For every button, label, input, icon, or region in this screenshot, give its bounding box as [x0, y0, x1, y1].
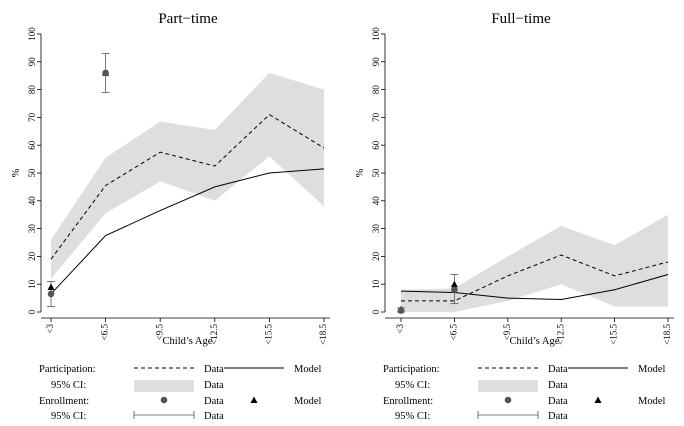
panel1-y-tick-label: 0: [27, 309, 37, 314]
panel1-legend-ci-data: Data: [204, 380, 224, 391]
panel2-x-tick-label: <12.5: [555, 324, 565, 345]
panel1-legend-enrollment-data-marker: [160, 396, 168, 404]
panel2-y-tick-label: 90: [371, 57, 381, 67]
panel2-participation-ci-band: [401, 214, 668, 312]
panel1-x-tick-label: <3: [45, 324, 55, 334]
panel1-y-tick-label: 60: [27, 140, 37, 150]
panel1-x-tick-label: <6.5: [100, 324, 110, 341]
panel1-y-tick-label: 90: [27, 57, 37, 67]
panel1-x-tick-label: <18.5: [318, 324, 328, 345]
panel2-legend-ci-band-swatch: [478, 380, 538, 392]
panel2-participation-data-line: [401, 254, 669, 302]
panel2-legend-enrollment-label: Enrollment:: [383, 396, 433, 407]
panel2-legend-enrollment-model-marker: [594, 396, 602, 403]
panel2-legend-participation-data: Data: [548, 364, 568, 375]
panel1-participation-model-line: [50, 168, 325, 295]
panel1-legend-participation-label: Participation:: [39, 364, 96, 375]
panel1-legend-enrollment-model: Model: [294, 396, 321, 407]
panel1-y-tick-label: 100: [27, 27, 37, 41]
panel1-legend-enrollment-model-marker: [250, 396, 258, 403]
panel1-y-tick-label: 10: [27, 279, 37, 289]
panel1-legend-enrollment-ci-label: 95% CI:: [51, 411, 86, 422]
panel2-title: Full−time: [491, 11, 551, 27]
panel1-x-axis-label: Child’s Age: [163, 336, 213, 347]
panel2-legend-enrollment-data-marker: [504, 396, 512, 404]
panel1-legend-participation-model: Model: [294, 364, 321, 375]
panel2-y-axis-label: %: [355, 168, 366, 177]
panel2-legend-ci-label: 95% CI:: [395, 380, 430, 391]
panel2-y-tick-label: 10: [371, 279, 381, 289]
panel1-x-tick-label: <12.5: [209, 324, 219, 345]
panel1-title: Part−time: [158, 11, 218, 27]
panel2-legend-enrollment-model: Model: [638, 396, 665, 407]
panel2-y-tick-label: 80: [371, 85, 381, 95]
panel2-x-tick-label: <3: [395, 324, 405, 334]
panel2-x-tick-label: <9.5: [502, 324, 512, 341]
panel2-y-tick-label: 0: [371, 309, 381, 314]
panel1-enrollment-model-marker: [47, 283, 55, 290]
panel1-enrollment-data-marker: [47, 290, 55, 298]
panel1-legend-ci-label: 95% CI:: [51, 380, 86, 391]
panel2-legend-enrollment-data: Data: [548, 396, 568, 407]
panel1-y-tick-label: 70: [27, 112, 37, 122]
panel2-legend-ci-data: Data: [548, 380, 568, 391]
panel1-x-tick-label: <9.5: [154, 324, 164, 341]
panel1-legend-enrollment-data: Data: [204, 396, 224, 407]
panel2-legend-participation-label: Participation:: [383, 364, 440, 375]
panel2-x-tick-label: <15.5: [609, 324, 619, 345]
panel1-y-tick-label: 50: [27, 168, 37, 178]
panel1-y-tick-label: 40: [27, 196, 37, 206]
panel1-legend-participation-data: Data: [204, 364, 224, 375]
panel2-participation-model-line: [400, 273, 669, 300]
panel2-y-tick-label: 60: [371, 140, 381, 150]
panel1-enrollment-data-marker: [102, 69, 109, 77]
panel1-legend-enrollment-ci-data: Data: [204, 411, 224, 422]
panel1-legend-ci-band-swatch: [134, 380, 194, 392]
panel2-y-tick-label: 20: [371, 251, 381, 261]
panel2-legend-participation-model: Model: [638, 364, 665, 375]
panel2-enrollment-data-marker: [397, 307, 405, 314]
panel2-x-tick-label: <18.5: [662, 324, 672, 345]
panel2-y-tick-label: 70: [371, 112, 381, 122]
panel2-x-tick-label: <6.5: [448, 324, 458, 341]
panel2-y-tick-label: 100: [371, 27, 381, 41]
panel1-x-tick-label: <15.5: [263, 324, 273, 345]
panel2-x-axis-label: Child’s Age: [510, 336, 560, 347]
panel1-legend-enrollment-label: Enrollment:: [39, 396, 89, 407]
panel2-enrollment-model-marker: [450, 280, 458, 288]
panel1-y-axis-label: %: [11, 168, 22, 177]
panel2-enrollment-data-marker: [451, 286, 458, 294]
panel1-y-tick-label: 80: [27, 85, 37, 95]
panel2-y-tick-label: 40: [371, 196, 381, 206]
panel1-participation-ci-band: [51, 72, 324, 279]
panel2-legend-enrollment-ci-data: Data: [548, 411, 568, 422]
panel1-y-tick-label: 30: [27, 224, 37, 234]
panel2-y-tick-label: 30: [371, 224, 381, 234]
panel2-y-tick-label: 50: [371, 168, 381, 178]
panel2-legend-enrollment-ci-label: 95% CI:: [395, 411, 430, 422]
panel1-participation-data-line: [50, 113, 325, 260]
panel1-y-tick-label: 20: [27, 251, 37, 261]
